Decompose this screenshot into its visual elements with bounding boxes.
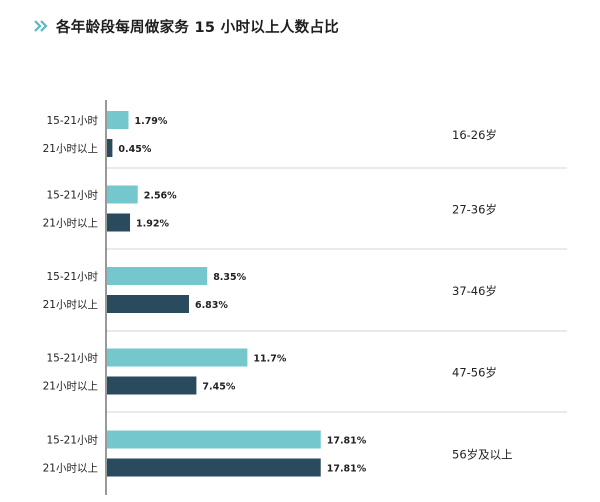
- category-label: 15-21小时: [46, 435, 98, 447]
- category-label: 21小时以上: [43, 463, 98, 475]
- bar-series2-group3: [107, 295, 189, 313]
- category-label: 21小时以上: [43, 381, 98, 393]
- bar-value-label: 8.35%: [213, 272, 246, 283]
- category-label: 15-21小时: [46, 271, 98, 283]
- category-label: 15-21小时: [46, 115, 98, 127]
- age-group-label: 27-36岁: [452, 203, 497, 217]
- bar-value-label: 1.92%: [136, 219, 169, 230]
- bar-value-label: 11.7%: [253, 354, 286, 365]
- age-group-label: 37-46岁: [452, 284, 497, 298]
- category-label: 21小时以上: [43, 143, 98, 155]
- bar-value-label: 17.81%: [327, 436, 367, 447]
- bar-series1-group2: [107, 185, 138, 204]
- age-group-label: 47-56岁: [452, 366, 497, 380]
- category-label: 15-21小时: [46, 353, 98, 365]
- bar-series2-group5: [107, 458, 321, 477]
- bar-series1-group1: [107, 111, 129, 129]
- bar-value-label: 6.83%: [195, 300, 228, 311]
- category-label: 21小时以上: [43, 299, 98, 311]
- double-chevron-right-icon: [34, 20, 48, 32]
- bar-value-label: 2.56%: [144, 191, 177, 202]
- bar-value-label: 0.45%: [118, 144, 151, 155]
- chart-title: 各年龄段每周做家务 15 小时以上人数占比: [56, 19, 340, 36]
- bar-value-label: 7.45%: [202, 382, 235, 393]
- bar-series1-group3: [107, 267, 208, 285]
- bar-series2-group2: [107, 213, 131, 232]
- age-group-label: 16-26岁: [452, 128, 497, 142]
- age-group-label: 56岁及以上: [452, 448, 513, 462]
- chart-header: 各年龄段每周做家务 15 小时以上人数占比: [34, 14, 339, 38]
- category-label: 21小时以上: [43, 218, 98, 230]
- bar-value-label: 1.79%: [134, 116, 167, 127]
- bar-series2-group1: [107, 139, 113, 157]
- bar-value-label: 17.81%: [327, 464, 367, 475]
- category-label: 15-21小时: [46, 190, 98, 202]
- bar-series1-group5: [107, 430, 321, 449]
- bar-series1-group4: [107, 348, 248, 367]
- bar-series2-group4: [107, 376, 197, 395]
